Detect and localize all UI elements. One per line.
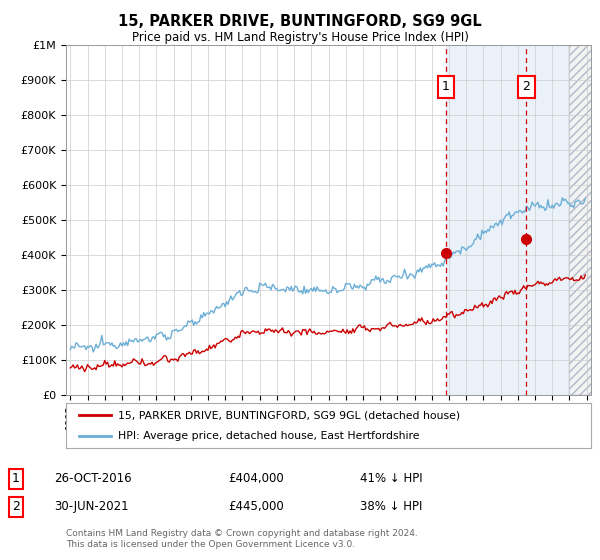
Text: 15, PARKER DRIVE, BUNTINGFORD, SG9 9GL: 15, PARKER DRIVE, BUNTINGFORD, SG9 9GL bbox=[118, 14, 482, 29]
Text: Price paid vs. HM Land Registry's House Price Index (HPI): Price paid vs. HM Land Registry's House … bbox=[131, 31, 469, 44]
Text: 15, PARKER DRIVE, BUNTINGFORD, SG9 9GL (detached house): 15, PARKER DRIVE, BUNTINGFORD, SG9 9GL (… bbox=[119, 410, 461, 421]
Text: 41% ↓ HPI: 41% ↓ HPI bbox=[360, 472, 422, 486]
Text: £445,000: £445,000 bbox=[228, 500, 284, 514]
Text: 2: 2 bbox=[523, 80, 530, 94]
Bar bbox=[446, 45, 569, 395]
Text: 30-JUN-2021: 30-JUN-2021 bbox=[54, 500, 128, 514]
Text: 26-OCT-2016: 26-OCT-2016 bbox=[54, 472, 131, 486]
Text: 38% ↓ HPI: 38% ↓ HPI bbox=[360, 500, 422, 514]
Text: 1: 1 bbox=[12, 472, 20, 486]
Text: Contains HM Land Registry data © Crown copyright and database right 2024.
This d: Contains HM Land Registry data © Crown c… bbox=[66, 529, 418, 549]
Text: 2: 2 bbox=[12, 500, 20, 514]
Text: £404,000: £404,000 bbox=[228, 472, 284, 486]
Text: HPI: Average price, detached house, East Hertfordshire: HPI: Average price, detached house, East… bbox=[119, 431, 420, 441]
Text: 1: 1 bbox=[442, 80, 450, 94]
